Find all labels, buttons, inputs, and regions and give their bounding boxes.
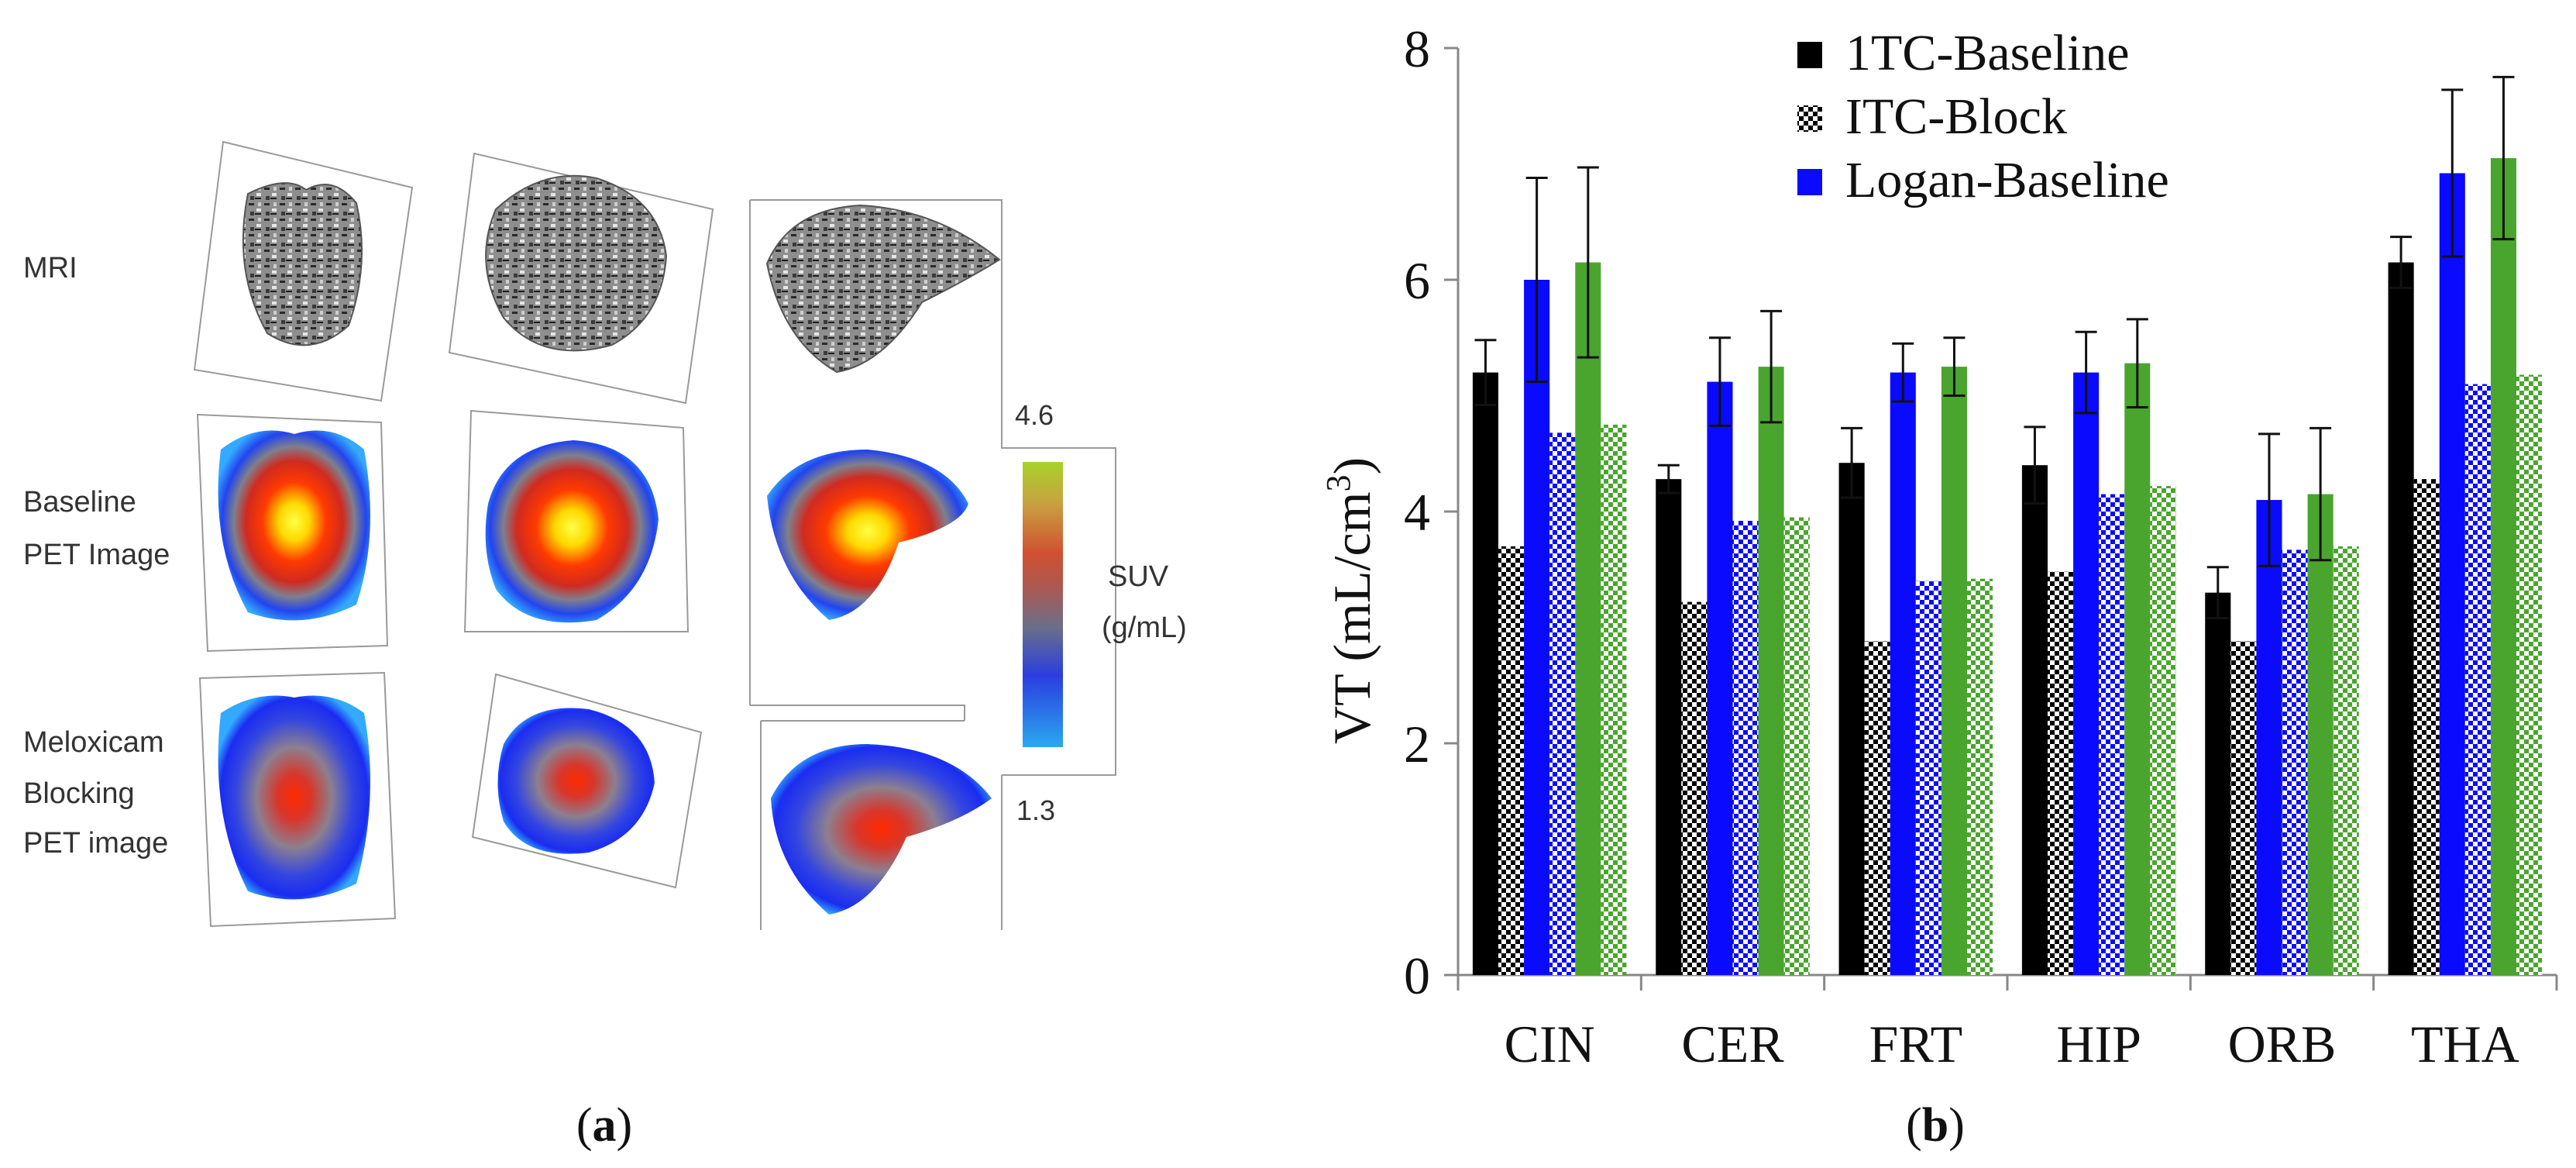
legend-swatch-itc-block: [1797, 105, 1822, 132]
row-labels: MRI Baseline PET Image Meloxicam Blockin…: [23, 252, 170, 860]
bar-series: [1472, 158, 2543, 976]
bar-block-green-frt: [1967, 578, 1993, 975]
bar-1tc-baseline-hip: [2021, 465, 2048, 975]
y-tick-label: 6: [1404, 251, 1430, 310]
bar-block-green-orb: [2333, 546, 2359, 975]
bar-itc-block-cin: [1498, 546, 1525, 975]
bar-1tc-baseline-frt: [1838, 463, 1865, 975]
bar-1tc-baseline-cin: [1472, 372, 1498, 976]
legend-swatch-1tc-baseline: [1797, 42, 1822, 68]
x-axis: CIN CER FRT HIP ORB THA: [1457, 973, 2558, 1073]
bar-logan-baseline-cer: [1707, 381, 1733, 975]
y-tick-label: 4: [1404, 483, 1430, 542]
baseline-pet-axial-image: [196, 413, 389, 653]
bar-baseline-green-cer: [1758, 367, 1784, 975]
x-tick-label-cer: CER: [1681, 1015, 1784, 1073]
bar-1tc-baseline-orb: [2205, 592, 2231, 975]
panel-a-caption: (a): [576, 1099, 632, 1152]
error-bars: [1474, 75, 2515, 620]
bar-logan-block-orb: [2282, 550, 2308, 975]
bar-logan-baseline-frt: [1890, 372, 1916, 976]
row-label-baseline-2: PET Image: [23, 539, 170, 571]
blocking-pet-axial-image: [198, 671, 397, 928]
y-tick-label: 2: [1404, 715, 1430, 773]
legend: 1TC-Baseline ITC-Block Logan-Baseline: [1797, 25, 2169, 208]
x-tick-label-tha: THA: [2411, 1015, 2519, 1073]
panel-b-caption: (b): [1906, 1099, 1965, 1152]
panel-a: MRI Baseline PET Image Meloxicam Blockin…: [23, 140, 1187, 1152]
bar-baseline-green-frt: [1941, 367, 1968, 975]
bar-block-green-tha: [2516, 374, 2543, 976]
colorbar-title-line1: SUV: [1108, 560, 1169, 593]
bar-itc-block-frt: [1864, 641, 1890, 975]
bar-logan-block-hip: [2099, 494, 2125, 975]
bar-logan-baseline-cin: [1524, 280, 1550, 975]
bar-itc-block-tha: [2413, 479, 2440, 975]
bar-baseline-green-orb: [2307, 494, 2334, 975]
x-tick-label-cin: CIN: [1505, 1015, 1595, 1073]
bar-logan-block-tha: [2464, 384, 2491, 975]
bar-block-green-cin: [1601, 424, 1627, 975]
legend-label-logan-baseline: Logan-Baseline: [1845, 152, 2169, 208]
x-tick-label-orb: ORB: [2228, 1015, 2337, 1073]
bar-logan-baseline-tha: [2439, 173, 2465, 976]
y-axis-title: VT (mL/cm3): [1319, 457, 1381, 744]
colorbar-title-line2: (g/mL): [1102, 612, 1187, 644]
bar-baseline-green-cin: [1575, 262, 1601, 975]
y-tick-label: 0: [1404, 946, 1430, 1005]
baseline-pet-coronal-image: [463, 409, 690, 632]
x-tick-label-frt: FRT: [1869, 1015, 1963, 1073]
bar-baseline-green-tha: [2490, 158, 2517, 975]
mri-axial-image: [193, 140, 414, 402]
bar-baseline-green-hip: [2124, 363, 2151, 975]
x-tick-label-hip: HIP: [2056, 1015, 2141, 1073]
blocking-pet-coronal-image: [471, 673, 703, 889]
mri-sagittal-image: [749, 199, 1003, 391]
legend-swatch-logan-baseline: [1797, 169, 1822, 195]
bar-itc-block-hip: [2047, 571, 2074, 975]
y-axis: 0 2 4 6 8: [1404, 19, 1460, 1005]
row-label-baseline-1: Baseline: [23, 486, 136, 519]
bar-logan-block-cin: [1549, 432, 1576, 975]
blocking-pet-sagittal-image: [750, 705, 1003, 930]
legend-label-1tc-baseline: 1TC-Baseline: [1845, 25, 2130, 81]
row-label-mri: MRI: [23, 252, 77, 284]
legend-label-itc-block: ITC-Block: [1845, 88, 2067, 145]
bar-logan-block-frt: [1915, 581, 1941, 975]
row-label-meloxicam-2: Blocking: [23, 777, 135, 810]
y-tick-label: 8: [1404, 19, 1430, 78]
bar-block-green-cer: [1783, 517, 1810, 975]
bar-1tc-baseline-tha: [2388, 262, 2414, 975]
bar-logan-baseline-hip: [2073, 372, 2100, 976]
colorbar-min-label: 1.3: [1016, 794, 1055, 826]
bar-logan-block-cer: [1732, 520, 1759, 975]
bar-block-green-hip: [2150, 486, 2176, 975]
colorbar-max-label: 4.6: [1015, 399, 1054, 431]
bar-logan-baseline-orb: [2256, 500, 2282, 975]
row-label-meloxicam-1: Meloxicam: [23, 726, 164, 759]
suv-colorbar: 4.6 1.3 SUV (g/mL): [1015, 399, 1187, 826]
bar-1tc-baseline-cer: [1656, 479, 1682, 975]
bar-itc-block-orb: [2230, 641, 2257, 975]
panel-b-bar-chart: 0 2 4 6 8 CIN CER FRT HIP ORB THA 1TC-Baseline ITC…: [1319, 19, 2558, 1152]
bar-itc-block-cer: [1681, 601, 1708, 975]
mri-coronal-image: [448, 152, 714, 405]
row-label-meloxicam-3: PET image: [23, 827, 168, 860]
baseline-pet-sagittal-image: [749, 391, 1116, 776]
